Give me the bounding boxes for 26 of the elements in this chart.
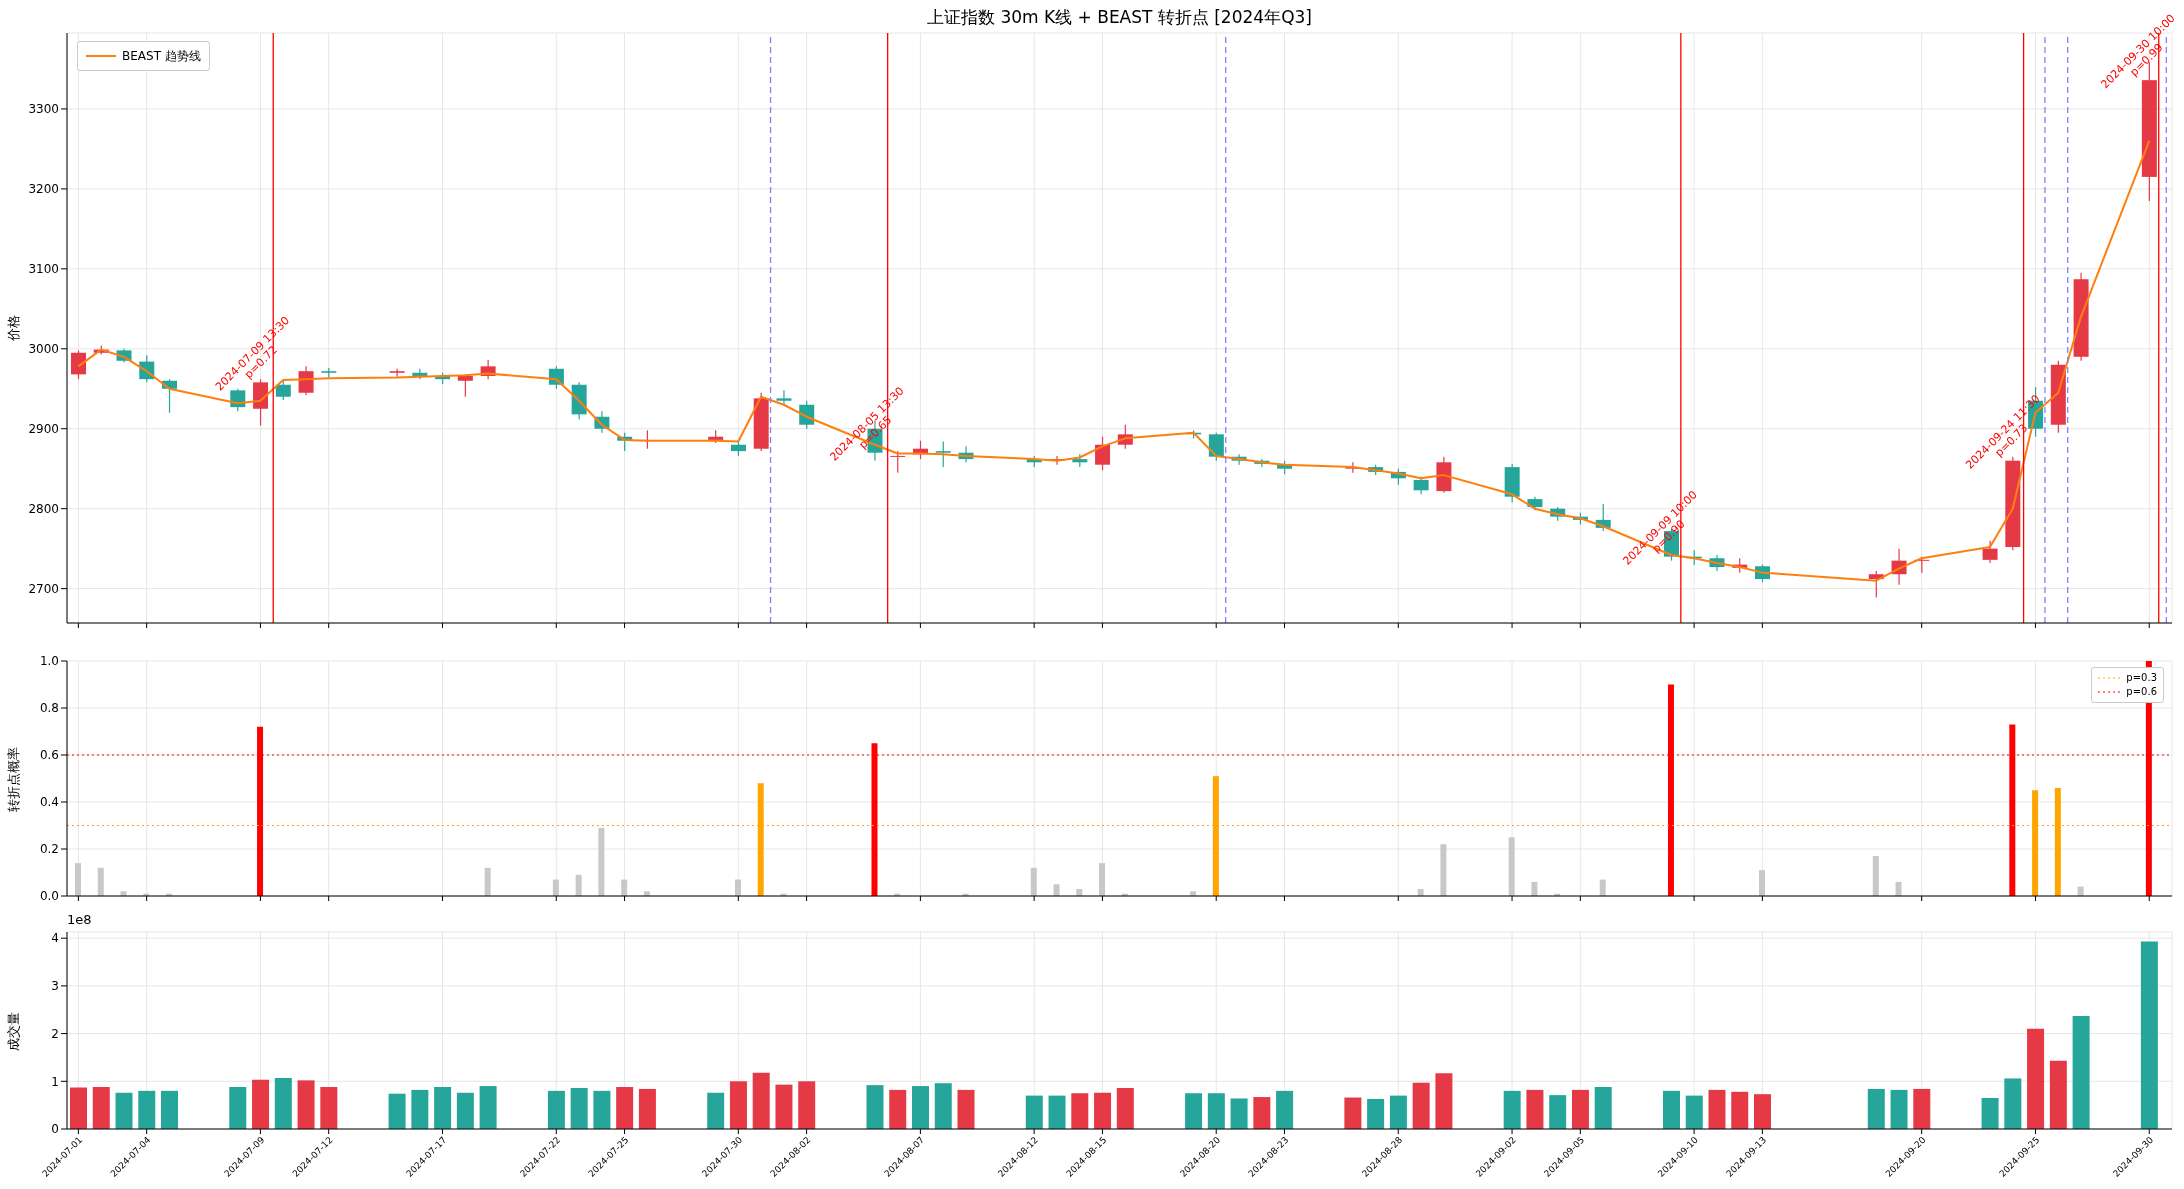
y-axis-title: 成交量 <box>5 1011 22 1050</box>
y-tick-label: 3 <box>51 979 59 994</box>
y-tick-label: 3100 <box>28 262 59 277</box>
y-tick-label: 2700 <box>28 581 59 596</box>
y-axis-title: 转折点概率 <box>5 746 22 811</box>
y-tick-label: 0.0 <box>39 889 59 904</box>
legend-label: BEAST 趋势线 <box>122 48 201 65</box>
y-tick-label: 2900 <box>28 421 59 436</box>
y-tick-label: 3000 <box>28 342 59 357</box>
legend-label: p=0.6 <box>2126 685 2157 699</box>
y-tick-label: 2 <box>51 1026 59 1041</box>
y-tick-label: 0.6 <box>39 748 59 763</box>
y-tick-label: 0.4 <box>39 795 59 810</box>
y-tick-label: 0.8 <box>39 701 59 716</box>
text: 1e8 <box>67 912 92 927</box>
y-axis-title: 价格 <box>5 315 22 341</box>
y-tick-label: 4 <box>51 931 59 946</box>
y-tick-label: 1.0 <box>39 654 59 669</box>
y-tick-label: 1 <box>51 1074 59 1089</box>
chart-title: 上证指数 30m K线 + BEAST 转折点 [2024年Q3] <box>927 7 1312 27</box>
y-tick-label: 3200 <box>28 182 59 197</box>
y-tick-label: 0 <box>51 1122 59 1137</box>
legend-label: p=0.3 <box>2126 671 2157 685</box>
y-tick-label: 3300 <box>28 102 59 117</box>
y-tick-label: 2800 <box>28 501 59 516</box>
y-tick-label: 0.2 <box>39 842 59 857</box>
